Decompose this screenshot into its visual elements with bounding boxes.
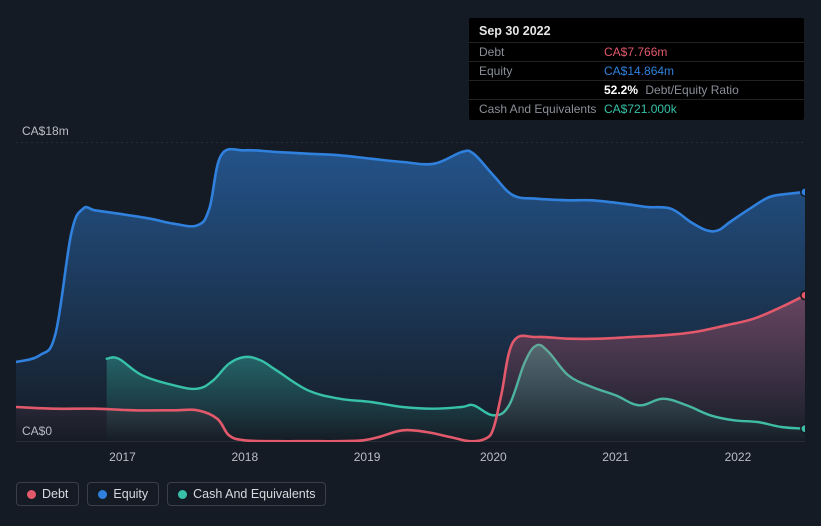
tooltip-date: Sep 30 2022	[469, 24, 804, 42]
legend-label: Equity	[113, 487, 148, 501]
tooltip-row-value: 52.2% Debt/Equity Ratio	[604, 83, 739, 97]
tooltip-row-label: Equity	[479, 64, 604, 78]
legend-dot-icon	[98, 490, 107, 499]
legend-dot-icon	[27, 490, 36, 499]
x-axis-year-label: 2019	[354, 450, 381, 464]
legend-item[interactable]: Equity	[87, 482, 159, 506]
y-axis-max-label: CA$18m	[22, 124, 69, 138]
legend-label: Cash And Equivalents	[193, 487, 315, 501]
legend-label: Debt	[42, 487, 68, 501]
x-axis-year-label: 2020	[480, 450, 507, 464]
tooltip-row: EquityCA$14.864m	[469, 61, 804, 80]
x-axis-year-label: 2018	[231, 450, 258, 464]
legend-dot-icon	[178, 490, 187, 499]
series-end-marker-debt	[801, 291, 805, 299]
tooltip-row-label: Debt	[479, 45, 604, 59]
x-axis-year-label: 2021	[602, 450, 629, 464]
tooltip-row-value: CA$14.864m	[604, 64, 674, 78]
legend: Debt Equity Cash And Equivalents	[16, 482, 326, 506]
chart-plot-area	[16, 142, 805, 442]
legend-item[interactable]: Debt	[16, 482, 79, 506]
series-end-marker-equity	[801, 188, 805, 196]
tooltip-row: DebtCA$7.766m	[469, 42, 804, 61]
tooltip-row: Cash And EquivalentsCA$721.000k	[469, 99, 804, 118]
tooltip-row-value: CA$721.000k	[604, 102, 677, 116]
x-axis-year-label: 2022	[725, 450, 752, 464]
tooltip-row: 52.2% Debt/Equity Ratio	[469, 80, 804, 99]
tooltip-row-label	[479, 83, 604, 97]
tooltip-row-value: CA$7.766m	[604, 45, 667, 59]
x-axis-year-label: 2017	[109, 450, 136, 464]
data-tooltip: Sep 30 2022 DebtCA$7.766mEquityCA$14.864…	[469, 18, 804, 120]
legend-item[interactable]: Cash And Equivalents	[167, 482, 326, 506]
tooltip-row-label: Cash And Equivalents	[479, 102, 604, 116]
